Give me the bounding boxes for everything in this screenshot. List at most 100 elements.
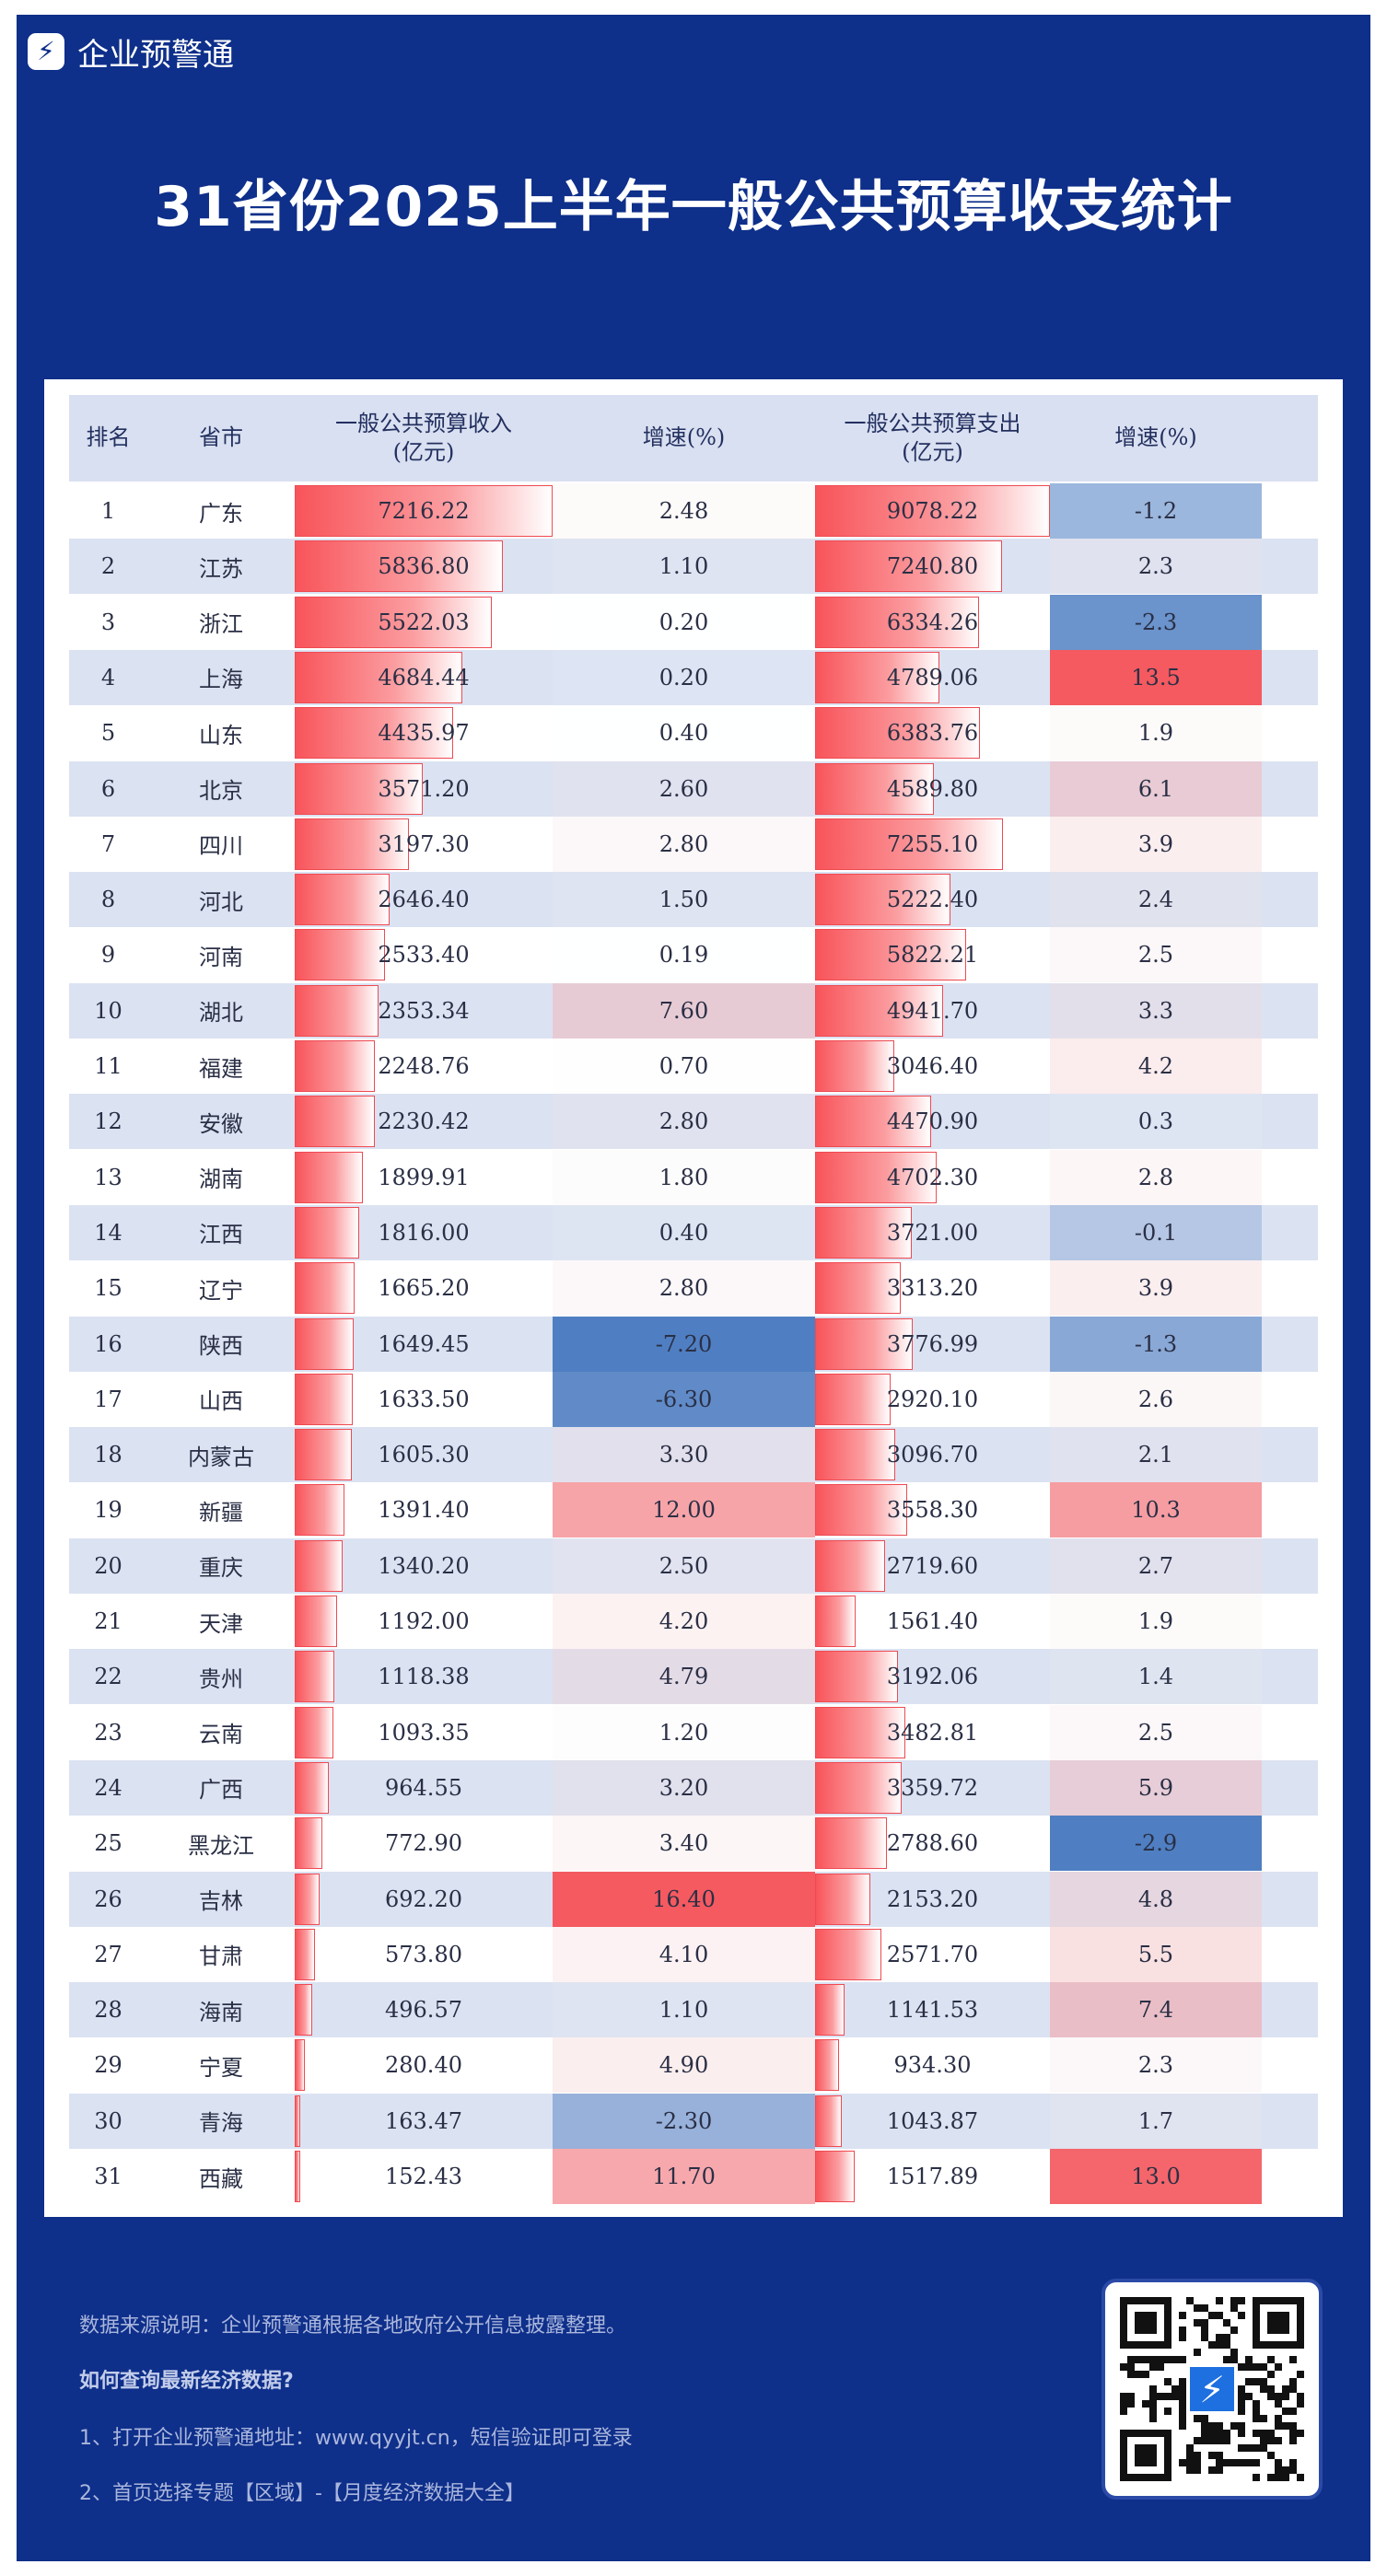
expenditure-growth-cell: -2.3 <box>1050 594 1262 650</box>
rank-cell: 15 <box>94 1275 122 1302</box>
table-row: 23 云南 1093.35 1.20 3482.81 2.5 <box>69 1704 1318 1760</box>
revenue-value: 163.47 <box>385 2107 462 2134</box>
expenditure-value: 2719.60 <box>886 1552 979 1579</box>
expenditure-cell: 7255.10 <box>815 817 1050 872</box>
expenditure-cell: 2153.20 <box>815 1872 1050 1927</box>
revenue-cell: 1816.00 <box>295 1205 553 1260</box>
province-cell: 海南 <box>199 1999 243 2025</box>
revenue-growth-cell: 1.20 <box>553 1704 815 1760</box>
revenue-growth-cell: 16.40 <box>553 1871 815 1927</box>
expenditure-cell: 3192.06 <box>815 1649 1050 1704</box>
table-row: 7 四川 3197.30 2.80 7255.10 3.9 <box>69 816 1318 872</box>
revenue-value: 2353.34 <box>378 997 470 1024</box>
expenditure-cell: 3096.70 <box>815 1427 1050 1482</box>
expenditure-value: 1517.89 <box>886 2164 979 2189</box>
expenditure-value: 1561.40 <box>886 1608 979 1634</box>
revenue-cell: 7216.22 <box>295 483 553 539</box>
revenue-growth-cell: 2.80 <box>553 1260 815 1317</box>
revenue-bar <box>295 1262 355 1315</box>
revenue-cell: 1633.50 <box>295 1372 553 1427</box>
revenue-bar <box>295 874 390 926</box>
revenue-value: 1192.00 <box>378 1608 470 1634</box>
revenue-growth-cell: 3.20 <box>553 1759 815 1816</box>
province-cell: 甘肃 <box>199 1944 243 1970</box>
rank-cell: 17 <box>94 1386 122 1412</box>
expenditure-growth-cell: 13.5 <box>1050 649 1262 705</box>
revenue-value: 1816.00 <box>378 1219 470 1246</box>
revenue-cell: 163.47 <box>295 2094 553 2149</box>
expenditure-cell: 1561.40 <box>815 1594 1050 1649</box>
province-cell: 广西 <box>199 1777 243 1804</box>
table-row: 26 吉林 692.20 16.40 2153.20 4.8 <box>69 1871 1318 1927</box>
revenue-growth-cell: 0.40 <box>553 705 815 761</box>
province-cell: 黑龙江 <box>188 1832 254 1859</box>
table-row: 18 内蒙古 1605.30 3.30 3096.70 2.1 <box>69 1427 1318 1483</box>
expenditure-cell: 6334.26 <box>815 595 1050 650</box>
expenditure-bar <box>815 1096 931 1148</box>
expenditure-growth-cell: 5.5 <box>1050 1926 1262 1982</box>
expenditure-value: 1141.53 <box>886 1997 979 2024</box>
expenditure-growth-cell: 0.3 <box>1050 1094 1262 1150</box>
expenditure-value: 7240.80 <box>886 553 979 580</box>
expenditure-growth-cell: 3.9 <box>1050 816 1262 872</box>
revenue-value: 4435.97 <box>378 720 470 747</box>
expenditure-cell: 5222.40 <box>815 872 1050 927</box>
expenditure-value: 4789.06 <box>886 664 979 690</box>
revenue-cell: 496.57 <box>295 1982 553 2037</box>
expenditure-bar <box>815 540 1003 593</box>
expenditure-bar <box>815 1761 903 1814</box>
revenue-growth-cell: 2.48 <box>553 483 815 539</box>
brand: ⚡ 企业预警通 <box>28 31 234 74</box>
table-row: 12 安徽 2230.42 2.80 4470.90 0.3 <box>69 1094 1318 1150</box>
expenditure-cell: 4789.06 <box>815 650 1050 705</box>
province-cell: 山东 <box>199 722 243 748</box>
revenue-growth-cell: 7.60 <box>553 982 815 1039</box>
province-cell: 上海 <box>199 667 243 693</box>
revenue-cell: 1649.45 <box>295 1317 553 1372</box>
expenditure-cell: 3359.72 <box>815 1760 1050 1816</box>
revenue-bar <box>295 596 493 648</box>
revenue-cell: 2230.42 <box>295 1094 553 1149</box>
revenue-bar <box>295 1484 344 1537</box>
revenue-value: 5522.03 <box>378 609 470 635</box>
revenue-growth-cell: -7.20 <box>553 1316 815 1372</box>
table-row: 29 宁夏 280.40 4.90 934.30 2.3 <box>69 2037 1318 2094</box>
header-expenditure: 一般公共预算支出 (亿元) <box>844 410 1021 465</box>
revenue-cell: 692.20 <box>295 1872 553 1927</box>
page-title: 31省份2025上半年一般公共预算收支统计 <box>154 175 1233 239</box>
expenditure-cell: 5822.21 <box>815 927 1050 982</box>
province-cell: 湖北 <box>199 1000 243 1027</box>
expenditure-growth-cell: 2.5 <box>1050 1704 1262 1760</box>
revenue-growth-cell: 4.20 <box>553 1594 815 1649</box>
revenue-bar <box>295 2151 300 2202</box>
expenditure-value: 6334.26 <box>886 609 979 635</box>
rank-cell: 3 <box>100 609 116 635</box>
table-header: 排名 省市 一般公共预算收入 (亿元) 增速(%) 一般公共预算支出 (亿元) … <box>69 395 1318 482</box>
qr-code-card: ⚡ <box>1101 2279 1323 2500</box>
expenditure-bar <box>815 1429 895 1481</box>
revenue-bar <box>295 984 379 1037</box>
revenue-bar <box>295 1984 313 2036</box>
expenditure-cell: 2788.60 <box>815 1816 1050 1871</box>
expenditure-cell: 1141.53 <box>815 1982 1050 2037</box>
expenditure-value: 3359.72 <box>886 1774 979 1801</box>
table-row: 21 天津 1192.00 4.20 1561.40 1.9 <box>69 1594 1318 1649</box>
expenditure-value: 3046.40 <box>886 1053 979 1079</box>
expenditure-bar <box>815 1984 845 2036</box>
table-row: 24 广西 964.55 3.20 3359.72 5.9 <box>69 1759 1318 1816</box>
expenditure-bar <box>815 1817 888 1870</box>
expenditure-bar <box>815 1262 902 1315</box>
expenditure-growth-cell: 2.3 <box>1050 539 1262 595</box>
revenue-growth-cell: 0.20 <box>553 594 815 650</box>
expenditure-growth-cell: -1.3 <box>1050 1316 1262 1372</box>
rank-cell: 27 <box>94 1941 122 1967</box>
revenue-growth-cell: -6.30 <box>553 1371 815 1427</box>
revenue-bar <box>295 485 553 537</box>
province-cell: 山西 <box>199 1388 243 1415</box>
revenue-bar <box>295 1373 354 1425</box>
expenditure-growth-cell: 1.9 <box>1050 705 1262 761</box>
revenue-growth-cell: 1.10 <box>553 1982 815 2038</box>
revenue-value: 573.80 <box>385 1941 462 1967</box>
table-row: 31 西藏 152.43 11.70 1517.89 13.0 <box>69 2149 1318 2204</box>
rank-cell: 18 <box>94 1442 122 1468</box>
